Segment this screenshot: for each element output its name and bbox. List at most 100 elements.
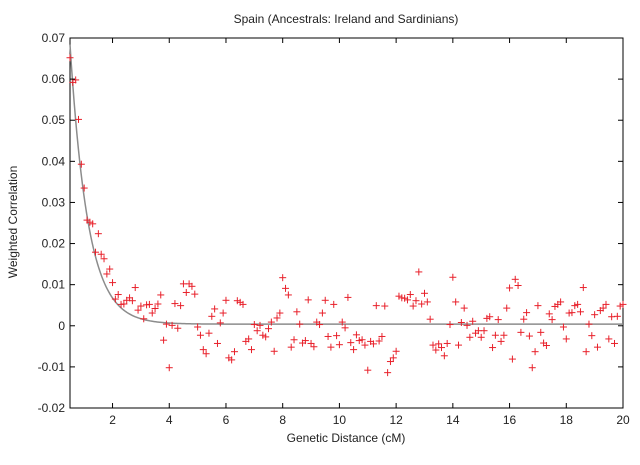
data-point: [251, 321, 258, 328]
y-tick-label: 0.04: [42, 154, 66, 168]
data-point: [248, 346, 255, 353]
y-axis-title: Weighted Correlation: [6, 166, 20, 279]
data-point: [160, 337, 167, 344]
data-point: [384, 369, 391, 376]
data-point: [231, 348, 238, 355]
data-point: [515, 282, 522, 289]
fit-curve-layer: [70, 45, 623, 325]
y-tick-label: 0.07: [42, 31, 66, 45]
data-point: [305, 296, 312, 303]
data-point: [481, 327, 488, 334]
y-tick-label: 0.05: [42, 113, 66, 127]
data-point: [580, 284, 587, 291]
y-tick-label: -0.02: [38, 401, 66, 415]
data-point: [217, 319, 224, 326]
data-point: [214, 340, 221, 347]
plot-border: [70, 38, 623, 408]
data-point: [492, 332, 499, 339]
data-point: [95, 230, 102, 237]
y-tick-label: 0.01: [42, 278, 66, 292]
data-point: [222, 297, 229, 304]
data-point: [67, 54, 74, 61]
data-point: [489, 344, 496, 351]
data-point: [577, 308, 584, 315]
data-point: [591, 311, 598, 318]
data-point: [517, 329, 524, 336]
data-point: [109, 279, 116, 286]
data-point: [452, 298, 459, 305]
fit-curve: [70, 45, 623, 325]
data-point: [293, 308, 300, 315]
x-tick-label: 18: [560, 413, 574, 427]
data-point: [614, 313, 621, 320]
data-point: [441, 352, 448, 359]
data-point: [347, 339, 354, 346]
x-tick-label: 6: [223, 413, 230, 427]
y-tick-label: -0.01: [38, 360, 66, 374]
data-point: [282, 285, 289, 292]
data-point: [461, 305, 468, 312]
y-tick-label: 0.06: [42, 72, 66, 86]
data-point: [447, 321, 454, 328]
data-point: [498, 338, 505, 345]
y-tick-label: 0.02: [42, 237, 66, 251]
data-point: [350, 346, 357, 353]
data-point: [205, 330, 212, 337]
data-point: [532, 348, 539, 355]
data-point: [78, 161, 85, 168]
data-point: [526, 333, 533, 340]
data-point: [265, 325, 272, 332]
data-point: [157, 291, 164, 298]
data-point: [336, 341, 343, 348]
data-point: [279, 274, 286, 281]
data-point: [271, 348, 278, 355]
data-point: [444, 340, 451, 347]
data-point: [163, 321, 170, 328]
data-point: [529, 364, 536, 371]
x-tick-label: 16: [503, 413, 517, 427]
data-point: [333, 332, 340, 339]
data-point: [455, 342, 462, 349]
data-point: [537, 329, 544, 336]
chart-title: Spain (Ancestrals: Ireland and Sardinian…: [234, 12, 459, 26]
data-point: [588, 332, 595, 339]
data-point: [534, 302, 541, 309]
data-point: [605, 335, 612, 342]
x-tick-label: 20: [616, 413, 630, 427]
data-point: [393, 348, 400, 355]
data-point: [285, 291, 292, 298]
data-point: [322, 297, 329, 304]
data-point: [296, 321, 303, 328]
data-point: [344, 294, 351, 301]
data-point: [520, 316, 527, 323]
data-point: [449, 274, 456, 281]
data-point: [325, 333, 332, 340]
data-point: [81, 185, 88, 192]
data-point: [583, 348, 590, 355]
x-tick-label: 4: [166, 413, 173, 427]
data-point: [197, 332, 204, 339]
data-point: [415, 268, 422, 275]
data-point: [183, 289, 190, 296]
data-point: [495, 316, 502, 323]
data-point: [611, 340, 618, 347]
data-point: [523, 309, 530, 316]
x-tick-label: 8: [279, 413, 286, 427]
data-point: [132, 284, 139, 291]
data-point: [166, 364, 173, 371]
axis-ticks-layer: 2 4 6 8 10 12 14 16 18 20-0.02-0.0100.010.020.030…: [38, 31, 630, 427]
data-point: [373, 302, 380, 309]
data-point: [509, 356, 516, 363]
x-tick-label: 12: [389, 413, 403, 427]
data-point: [364, 367, 371, 374]
x-tick-label: 10: [333, 413, 347, 427]
data-point: [191, 291, 198, 298]
data-points-layer: [67, 54, 627, 376]
data-point: [594, 344, 601, 351]
y-tick-label: 0: [58, 319, 65, 333]
data-point: [319, 310, 326, 317]
data-point: [220, 310, 227, 317]
data-point: [208, 313, 215, 320]
data-point: [211, 305, 218, 312]
y-tick-label: 0.03: [42, 195, 66, 209]
